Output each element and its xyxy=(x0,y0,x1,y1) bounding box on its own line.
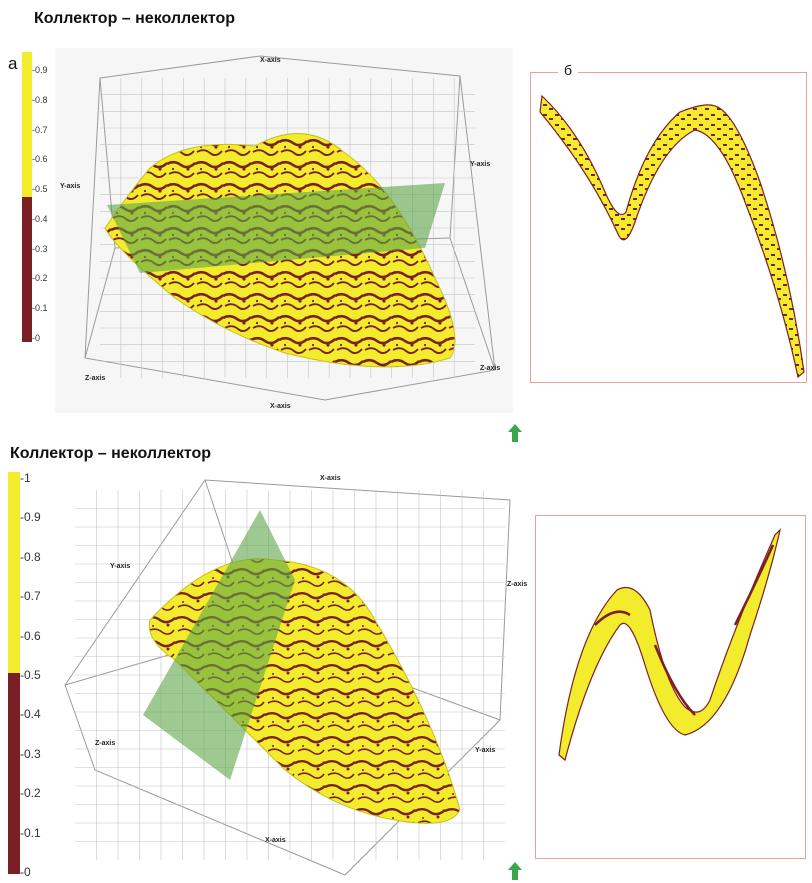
top-x-axis-top-label: X-axis xyxy=(260,57,281,64)
scale-tick-label: -0.3 xyxy=(32,243,48,254)
bottom-title: Коллектор – неколлектор xyxy=(10,445,212,462)
scale-tick-label: -0.4 xyxy=(32,213,48,224)
top-y-axis-left-label: Y-axis xyxy=(60,183,80,190)
bottom-color-scale xyxy=(8,472,20,874)
scale-tick-label: -0.1 xyxy=(32,303,48,314)
scale-tick-label: -0.6 xyxy=(20,628,41,643)
scale-tick-label: -0 xyxy=(20,865,31,879)
bottom-3d-surface: X-axis X-axis Y-axis Y-axis Z-axis Z-axi… xyxy=(64,475,527,876)
top-z-axis-left-label: Z-axis xyxy=(85,375,105,382)
bottom-section-frame xyxy=(535,515,806,859)
scale-tick-label: -0 xyxy=(32,333,41,343)
bottom-z-axis-right-label: Z-axis xyxy=(507,581,527,588)
top-title: Коллектор – неколлектор xyxy=(34,10,236,27)
bottom-x-axis-bottom-label: X-axis xyxy=(265,837,286,844)
scale-tick-label: -0.7 xyxy=(32,124,48,135)
scale-tick-label: -0.8 xyxy=(32,94,48,105)
scale-tick-label: -0.5 xyxy=(32,184,48,195)
scale-tick-label: -0.9 xyxy=(32,65,48,75)
scale-tick-label: -0.6 xyxy=(32,154,48,165)
scale-tick-label: -0.3 xyxy=(20,746,41,761)
up-arrow-icon[interactable] xyxy=(508,862,522,880)
scale-tick-label: -0.4 xyxy=(20,707,41,722)
bottom-x-axis-top-label: X-axis xyxy=(320,475,341,482)
top-color-scale xyxy=(22,52,32,342)
bottom-z-axis-left-label: Z-axis xyxy=(95,740,115,747)
scale-tick-label: -0.2 xyxy=(20,786,41,801)
top-section-frame xyxy=(530,72,807,383)
scale-tick-label: -0.8 xyxy=(20,549,41,564)
top-z-axis-right-label: Z-axis xyxy=(480,365,500,372)
panel-b-letter: б xyxy=(558,62,579,78)
top-scale-ticks: -0.9 -0.8 -0.7 -0.6 -0.5 -0.4 -0.3 -0.2 -0.1 -0 xyxy=(32,52,62,343)
scale-tick-label: -0.7 xyxy=(20,589,41,604)
up-arrow-icon[interactable] xyxy=(508,424,522,442)
top-3d-surface: X-axis X-axis Y-axis Y-axis Z-axis Z-axi… xyxy=(60,55,500,410)
panel-a-letter: а xyxy=(8,54,18,73)
scale-tick-label: -0.1 xyxy=(20,825,41,840)
bottom-y-axis-left-label: Y-axis xyxy=(110,563,130,570)
scale-tick-label: -0.2 xyxy=(32,273,48,284)
scale-tick-label: -1 xyxy=(20,471,31,485)
bottom-y-axis-right-label: Y-axis xyxy=(475,747,495,754)
scale-tick-label: -0.9 xyxy=(20,510,41,525)
top-y-axis-right-label: Y-axis xyxy=(470,161,490,168)
bottom-scale-ticks: -1 -0.9 -0.8 -0.7 -0.6 -0.5 -0.4 -0.3 -0.2 -0.1 -0 xyxy=(20,471,60,879)
top-x-axis-bottom-label: X-axis xyxy=(270,403,291,410)
scale-tick-label: -0.5 xyxy=(20,668,41,682)
